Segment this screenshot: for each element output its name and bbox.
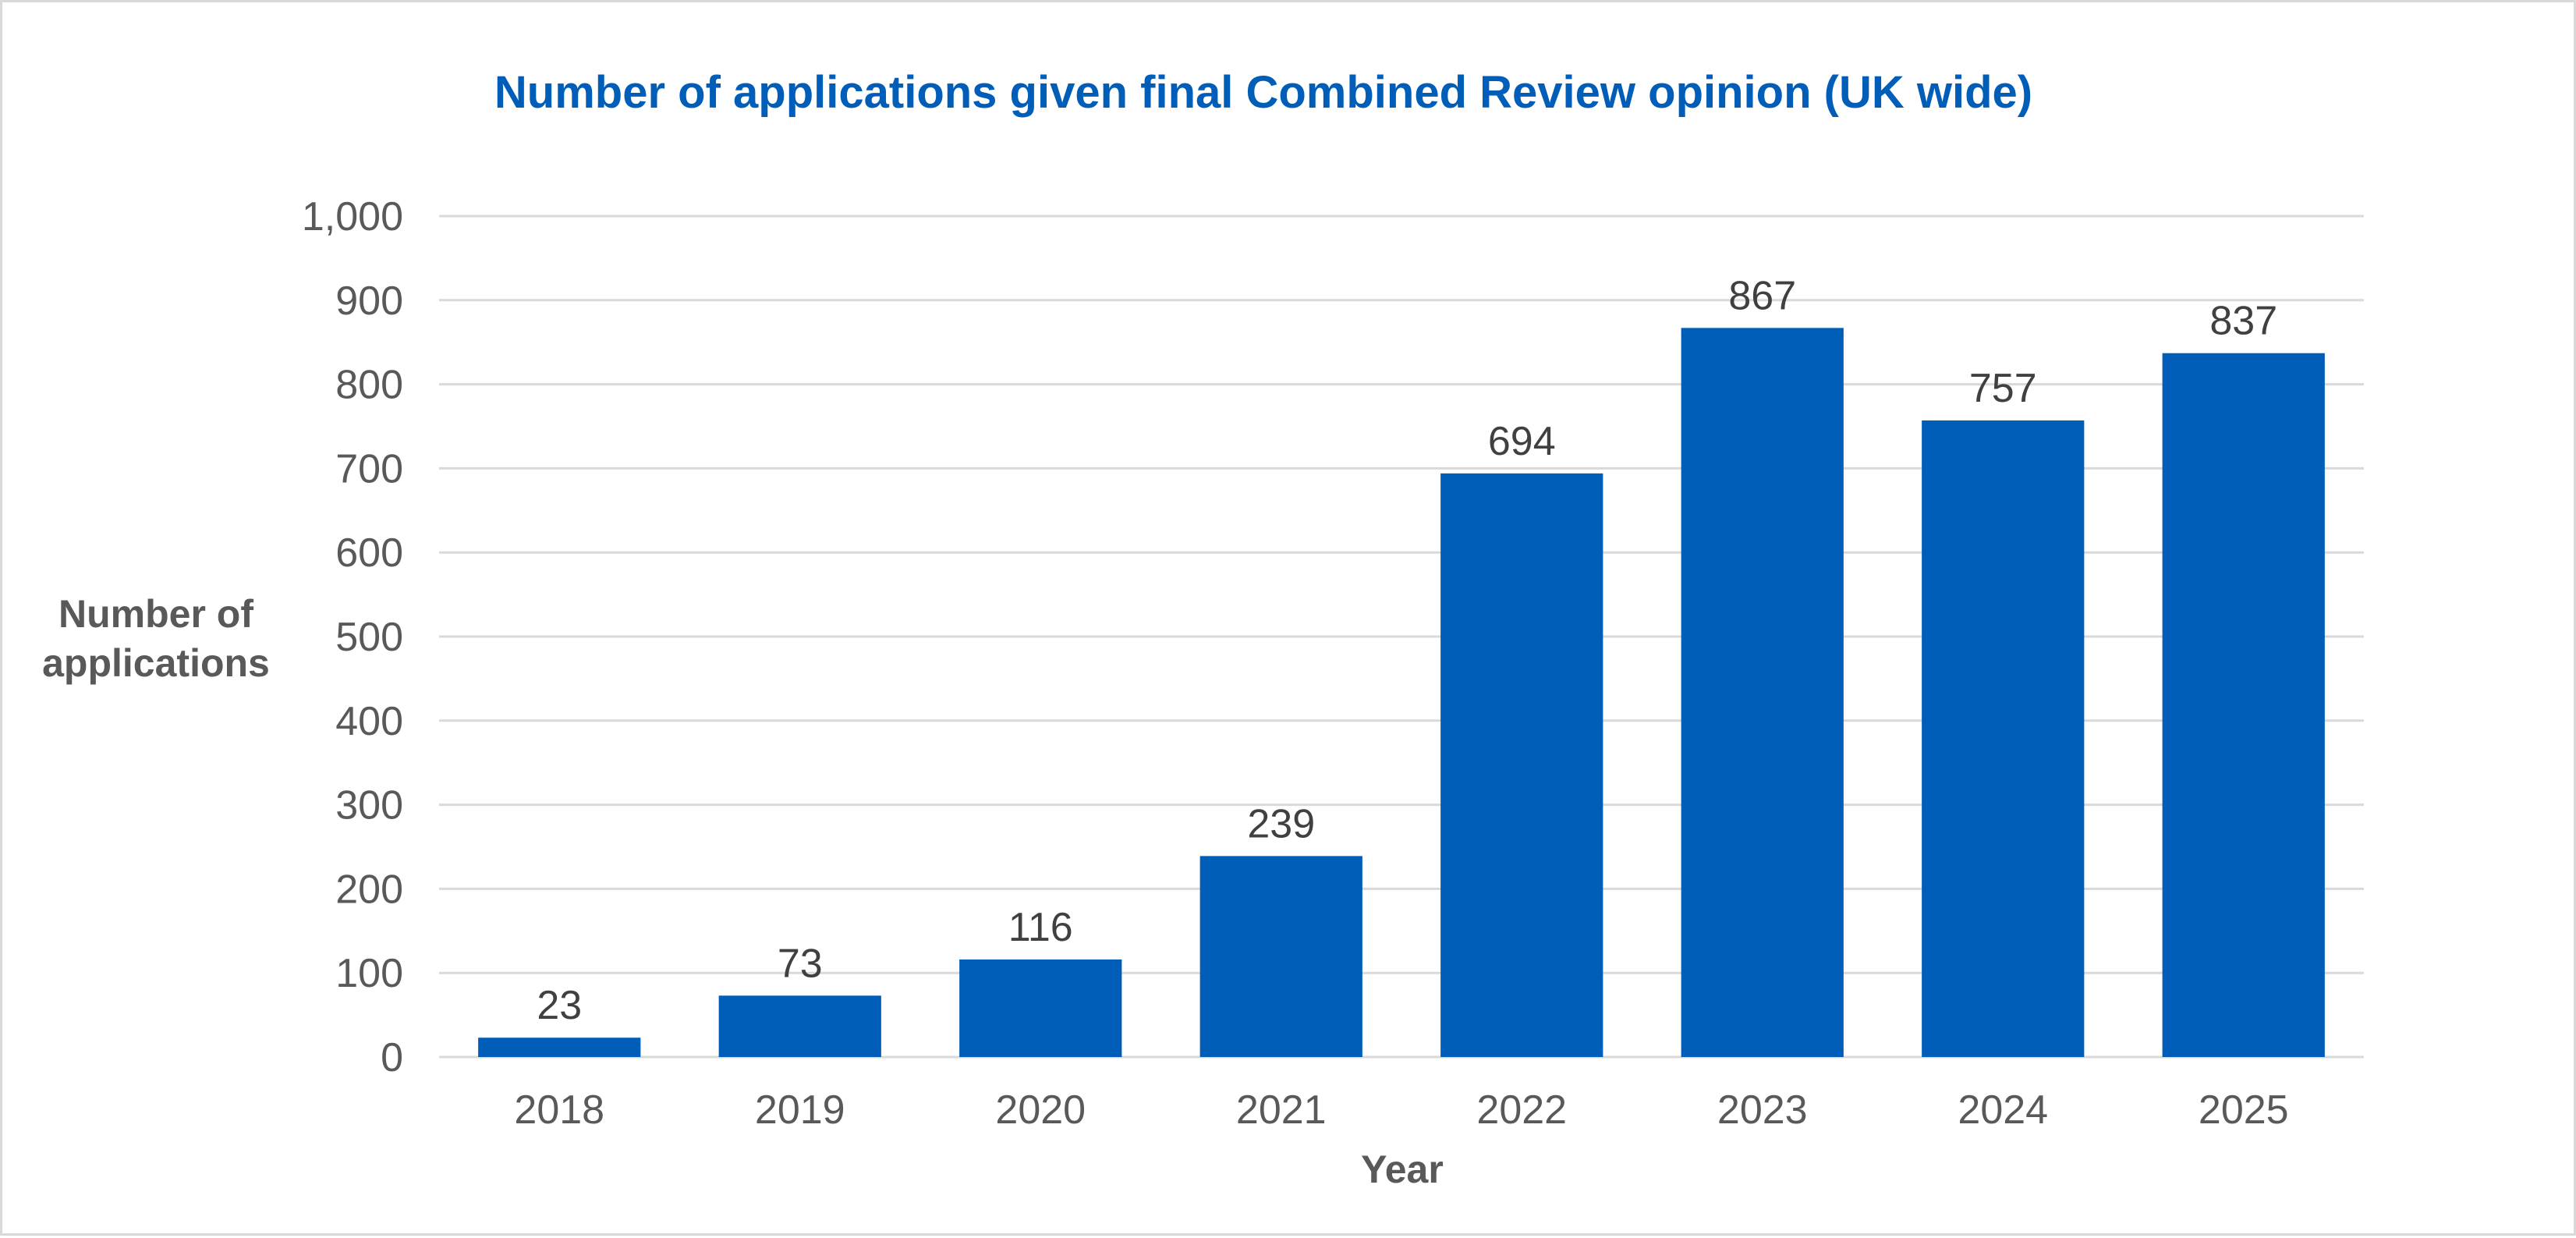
data-label-2022: 694 bbox=[1488, 419, 1556, 464]
data-label-2024: 757 bbox=[1969, 366, 2037, 411]
bar-2023 bbox=[1681, 328, 1844, 1057]
data-labels: 23 73 116 239 694 867 757 837 bbox=[537, 273, 2277, 1028]
y-tick-label: 200 bbox=[335, 867, 403, 912]
x-tick-label-2022: 2022 bbox=[1476, 1087, 1567, 1133]
y-axis-title-line-1: Number of bbox=[58, 592, 253, 636]
data-label-2021: 239 bbox=[1247, 801, 1315, 846]
bar-2021 bbox=[1199, 856, 1362, 1057]
data-label-2019: 73 bbox=[778, 941, 823, 986]
y-tick-label: 400 bbox=[335, 699, 403, 744]
x-tick-label-2020: 2020 bbox=[995, 1087, 1086, 1133]
bar-2020 bbox=[959, 959, 1122, 1057]
y-tick-label: 300 bbox=[335, 783, 403, 828]
data-label-2020: 116 bbox=[1008, 905, 1073, 950]
bar-2025 bbox=[2162, 353, 2325, 1057]
x-tick-label-2021: 2021 bbox=[1236, 1087, 1327, 1133]
y-tick-label: 800 bbox=[335, 363, 403, 408]
y-axis-title-line-2: applications bbox=[42, 641, 270, 685]
bar-2022 bbox=[1440, 473, 1603, 1057]
y-tick-label: 1,000 bbox=[302, 194, 403, 239]
x-tick-label-2019: 2019 bbox=[755, 1087, 845, 1133]
gridlines bbox=[439, 215, 2364, 1059]
y-tick-label: 900 bbox=[335, 278, 403, 324]
bars bbox=[478, 328, 2325, 1057]
data-label-2025: 837 bbox=[2209, 299, 2277, 344]
x-axis-title: Year bbox=[1361, 1148, 1444, 1191]
y-tick-label: 700 bbox=[335, 446, 403, 491]
bar-2019 bbox=[718, 995, 881, 1057]
x-axis-ticks: 2018 2019 2020 2021 2022 2023 2024 2025 bbox=[514, 1087, 2288, 1133]
y-axis-ticks: 0 100 200 300 400 500 600 700 800 900 1,000 bbox=[302, 194, 403, 1080]
x-tick-label-2018: 2018 bbox=[514, 1087, 604, 1133]
bar-2018 bbox=[478, 1038, 641, 1057]
y-tick-label: 100 bbox=[335, 951, 403, 996]
data-label-2018: 23 bbox=[537, 983, 582, 1028]
data-label-2023: 867 bbox=[1728, 273, 1796, 318]
bar-2024 bbox=[1922, 420, 2085, 1057]
y-tick-label: 0 bbox=[381, 1035, 403, 1080]
y-tick-label: 600 bbox=[335, 530, 403, 576]
x-tick-label-2024: 2024 bbox=[1958, 1087, 2048, 1133]
x-tick-label-2023: 2023 bbox=[1717, 1087, 1808, 1133]
y-tick-label: 500 bbox=[335, 615, 403, 660]
x-tick-label-2025: 2025 bbox=[2199, 1087, 2289, 1133]
chart-title: Number of applications given final Combi… bbox=[494, 67, 2032, 118]
